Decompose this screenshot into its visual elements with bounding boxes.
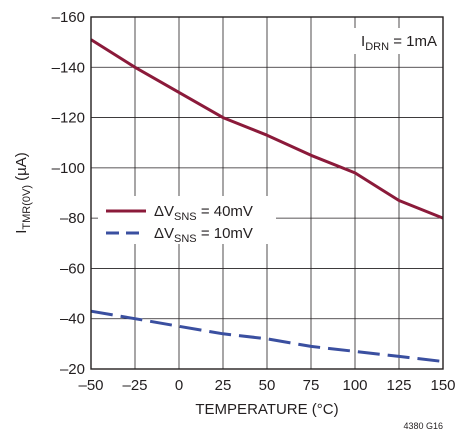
y-tick-label: –140 [52, 59, 85, 76]
legend-label-40mv: ΔVSNS = 40mV [154, 203, 253, 223]
annotation-sub: DRN [365, 41, 389, 53]
y-tick-label: –100 [52, 160, 85, 177]
series-lines [90, 38, 444, 363]
legend-background [98, 196, 276, 244]
x-tick-label: 25 [215, 377, 232, 394]
y-tick-label: –40 [60, 311, 85, 328]
annotation-main: I [361, 33, 365, 50]
series-line-40mv [90, 38, 444, 220]
y-tick-label: –80 [60, 210, 85, 227]
x-tick-label: 150 [430, 377, 455, 394]
x-tick-label: 125 [386, 377, 411, 394]
x-tick-label: 50 [259, 377, 276, 394]
x-tick-label: 100 [342, 377, 367, 394]
legend-label-10mv: ΔVSNS = 10mV [154, 225, 253, 245]
legend: ΔVSNS = 40mV ΔVSNS = 10mV [106, 203, 253, 245]
x-tick-label: –25 [122, 377, 147, 394]
annotation-rest: = 1mA [389, 33, 437, 50]
x-tick-label: –50 [78, 377, 103, 394]
plot-frame [90, 16, 444, 370]
x-axis-title: TEMPERATURE (°C) [195, 401, 338, 418]
y-tick-label: –60 [60, 260, 85, 277]
y-axis-ticks: –20 –40 –60 –80 –100 –120 –140 –160 [52, 9, 85, 378]
annotation-background [340, 28, 440, 54]
annotation: IDRN = 1mA [361, 33, 437, 53]
y-axis-title: ITMR(0V) (µA) [13, 152, 33, 234]
x-tick-label: 0 [175, 377, 183, 394]
y-tick-label: –120 [52, 110, 85, 127]
x-axis-ticks: –50 –25 0 25 50 75 100 125 150 [78, 377, 455, 394]
figure-code: 4380 G16 [403, 421, 443, 431]
x-tick-label: 75 [303, 377, 320, 394]
y-tick-label: –160 [52, 9, 85, 26]
y-tick-label: –20 [60, 361, 85, 378]
